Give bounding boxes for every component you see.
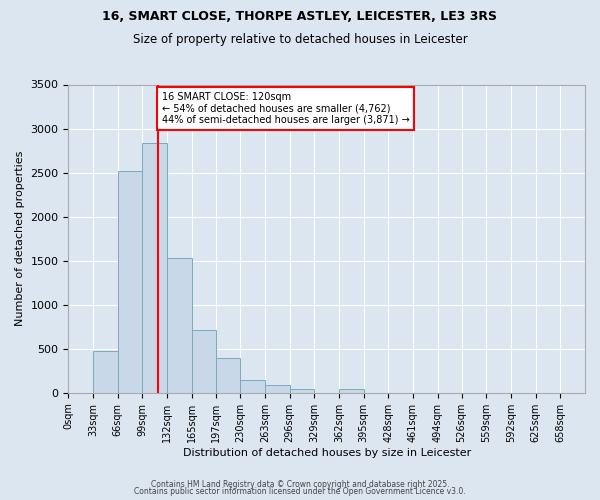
Bar xyxy=(241,380,265,393)
Bar xyxy=(265,386,290,393)
Text: Size of property relative to detached houses in Leicester: Size of property relative to detached ho… xyxy=(133,32,467,46)
Text: Contains public sector information licensed under the Open Government Licence v3: Contains public sector information licen… xyxy=(134,487,466,496)
Y-axis label: Number of detached properties: Number of detached properties xyxy=(15,151,25,326)
Bar xyxy=(118,171,142,393)
Text: 16 SMART CLOSE: 120sqm
← 54% of detached houses are smaller (4,762)
44% of semi-: 16 SMART CLOSE: 120sqm ← 54% of detached… xyxy=(162,92,410,124)
Bar xyxy=(215,358,241,393)
X-axis label: Distribution of detached houses by size in Leicester: Distribution of detached houses by size … xyxy=(182,448,471,458)
Text: 16, SMART CLOSE, THORPE ASTLEY, LEICESTER, LE3 3RS: 16, SMART CLOSE, THORPE ASTLEY, LEICESTE… xyxy=(103,10,497,23)
Text: Contains HM Land Registry data © Crown copyright and database right 2025.: Contains HM Land Registry data © Crown c… xyxy=(151,480,449,489)
Bar xyxy=(167,258,192,393)
Bar xyxy=(192,330,215,393)
Bar xyxy=(93,350,118,393)
Bar xyxy=(142,142,167,393)
Bar xyxy=(290,389,314,393)
Bar xyxy=(339,389,364,393)
